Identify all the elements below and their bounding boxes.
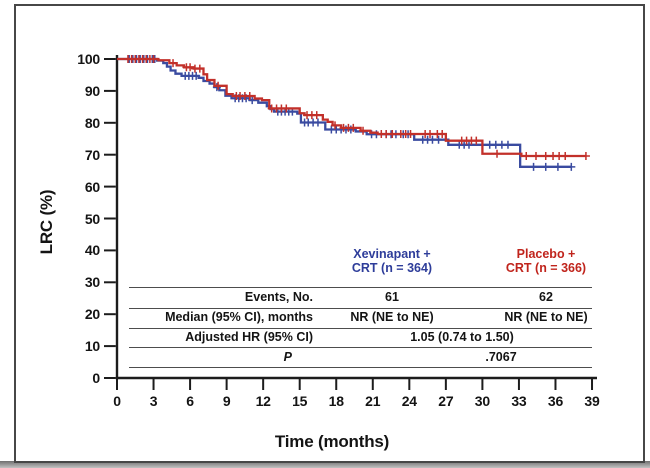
x-tick-label: 27 (438, 393, 454, 409)
median-placebo: NR (NE to NE) (504, 310, 588, 324)
table-rule (129, 367, 592, 369)
table-rule (129, 287, 592, 289)
x-tick-label: 39 (584, 393, 600, 409)
row-label-p: P (283, 349, 292, 364)
x-tick-label: 33 (511, 393, 527, 409)
x-tick-label: 15 (292, 393, 308, 409)
y-tick-label: 20 (84, 306, 100, 323)
y-tick-label: 60 (84, 178, 100, 195)
x-tick-label: 30 (474, 393, 490, 409)
y-tick-label: 80 (84, 114, 100, 131)
hr-value: 1.05 (0.74 to 1.50) (410, 330, 514, 344)
x-tick-label: 9 (222, 393, 231, 409)
row-label-median: Median (95% CI), months (165, 310, 313, 324)
x-tick-label: 6 (186, 393, 194, 409)
legend-placebo-line2: CRT (n = 366) (505, 261, 587, 275)
y-axis-title: LRC (%) (37, 189, 56, 255)
legend-placebo-line1: Placebo + (516, 247, 576, 261)
x-tick-label: 21 (365, 393, 381, 409)
x-tick-label: 3 (149, 393, 158, 409)
events-placebo: 62 (539, 290, 553, 304)
x-tick-label: 12 (255, 393, 271, 409)
y-tick-label: 40 (84, 242, 100, 259)
x-tick-label: 24 (401, 393, 417, 409)
censor-marks-placebo (123, 55, 590, 160)
events-xevinapant: 61 (385, 290, 399, 304)
y-tick-label: 50 (84, 210, 100, 227)
p-value: .7067 (485, 349, 517, 364)
median-xevinapant: NR (NE to NE) (350, 310, 434, 324)
x-tick-label: 0 (113, 393, 121, 409)
km-curve-placebo (117, 57, 586, 158)
y-tick-label: 10 (84, 338, 100, 355)
y-tick-label: 90 (84, 82, 100, 99)
figure-bottom-shadow (0, 461, 650, 468)
y-tick-label: 30 (84, 274, 100, 291)
table-rule (129, 307, 592, 309)
table-rule (129, 347, 592, 349)
legend-xevinapant-line1: Xevinapant + (353, 247, 431, 261)
x-axis-title: Time (months) (274, 432, 390, 451)
y-tick-label: 100 (77, 51, 100, 67)
legend-xevinapant: Xevinapant + CRT (n = 364) (317, 247, 467, 275)
row-label-events: Events, No. (244, 290, 313, 304)
y-tick-label: 0 (92, 370, 100, 386)
x-tick-label: 36 (547, 393, 564, 409)
table-rule (129, 327, 592, 329)
legend-xevinapant-line2: CRT (n = 364) (351, 261, 433, 275)
x-tick-label: 18 (328, 393, 344, 409)
legend-placebo: Placebo + CRT (n = 366) (471, 247, 621, 275)
figure-border (14, 4, 645, 463)
y-tick-label: 70 (84, 146, 100, 163)
row-label-hr: Adjusted HR (95% CI) (185, 330, 313, 344)
